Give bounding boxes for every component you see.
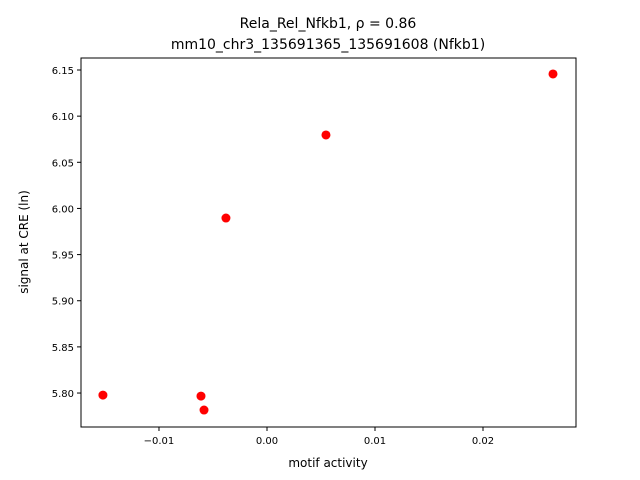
y-axis-label: signal at CRE (ln) (17, 190, 31, 294)
y-tick-label: 5.95 (52, 251, 74, 262)
y-tick-label: 5.90 (52, 297, 74, 308)
x-tick-label: −0.01 (144, 436, 175, 447)
y-tick-label: 5.85 (52, 343, 74, 354)
point (321, 130, 331, 140)
point (548, 69, 558, 79)
point (199, 405, 209, 415)
x-axis-label: motif activity (288, 456, 367, 470)
y-tick-label: 5.80 (52, 389, 74, 400)
x-tick-label: 0.02 (472, 436, 494, 447)
point (98, 390, 108, 400)
point (221, 213, 231, 223)
plot-frame (80, 57, 577, 428)
y-tick-label: 6.05 (52, 158, 74, 169)
x-tick-label: 0.00 (256, 436, 278, 447)
point (196, 391, 206, 401)
x-tick-label: 0.01 (364, 436, 386, 447)
chart-subtitle: mm10_chr3_135691365_135691608 (Nfkb1) (171, 37, 485, 53)
y-tick-label: 6.00 (52, 204, 74, 215)
y-tick-label: 6.15 (52, 66, 74, 77)
chart-title: Rela_Rel_Nfkb1, ρ = 0.86 (240, 16, 417, 32)
y-tick-label: 6.10 (52, 112, 74, 123)
